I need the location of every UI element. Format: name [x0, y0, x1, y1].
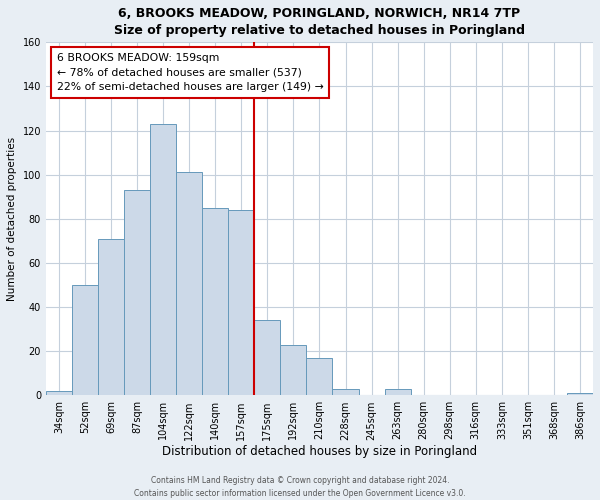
Bar: [307, 358, 332, 396]
Bar: [228, 210, 254, 396]
Title: 6, BROOKS MEADOW, PORINGLAND, NORWICH, NR14 7TP
Size of property relative to det: 6, BROOKS MEADOW, PORINGLAND, NORWICH, N…: [114, 7, 525, 37]
Text: Contains HM Land Registry data © Crown copyright and database right 2024.
Contai: Contains HM Land Registry data © Crown c…: [134, 476, 466, 498]
Bar: [150, 124, 176, 396]
Bar: [176, 172, 202, 396]
Y-axis label: Number of detached properties: Number of detached properties: [7, 136, 17, 301]
Bar: [46, 391, 72, 396]
Bar: [332, 388, 359, 396]
Text: 6 BROOKS MEADOW: 159sqm
← 78% of detached houses are smaller (537)
22% of semi-d: 6 BROOKS MEADOW: 159sqm ← 78% of detache…: [57, 53, 323, 92]
Bar: [254, 320, 280, 396]
Bar: [72, 285, 98, 396]
Bar: [567, 393, 593, 396]
Bar: [385, 388, 410, 396]
Bar: [202, 208, 228, 396]
X-axis label: Distribution of detached houses by size in Poringland: Distribution of detached houses by size …: [162, 445, 477, 458]
Bar: [280, 344, 307, 396]
Bar: [124, 190, 150, 396]
Bar: [98, 238, 124, 396]
